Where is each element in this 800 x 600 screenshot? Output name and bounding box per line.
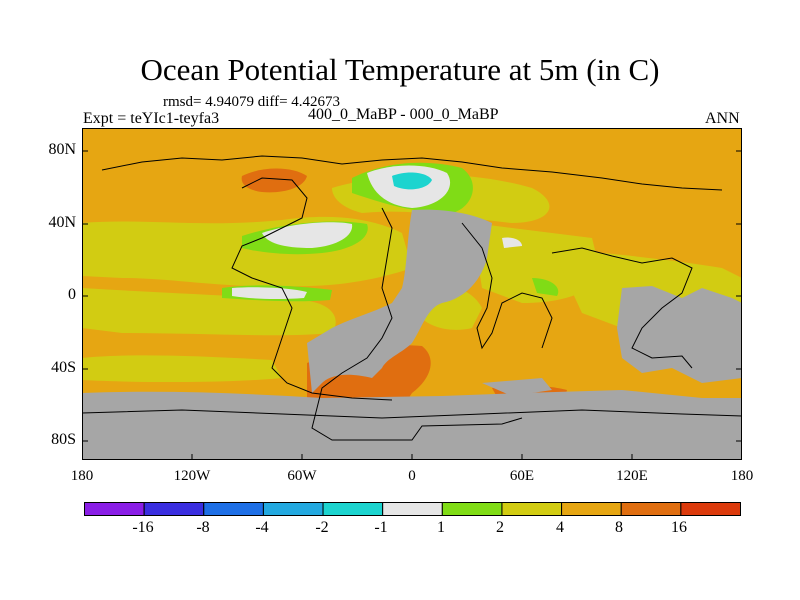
colorbar-label: 16 bbox=[671, 519, 687, 536]
colorbar-label: 2 bbox=[496, 519, 504, 536]
colorbar-swatch bbox=[441, 502, 503, 516]
coastline-atlantic-margin bbox=[311, 207, 523, 441]
colorbar-swatch bbox=[620, 502, 682, 516]
region-cyan-arctic bbox=[392, 172, 432, 190]
colorbar-swatch bbox=[561, 502, 622, 516]
region-white-equator bbox=[232, 287, 307, 300]
colorbar-label: 4 bbox=[556, 519, 564, 536]
lon-label-180e: 180 bbox=[730, 468, 754, 484]
lon-label-120w: 120W bbox=[173, 468, 211, 484]
coastline-africa-east bbox=[461, 222, 553, 350]
season-label: ANN bbox=[705, 110, 740, 127]
colorbar-label: -4 bbox=[255, 519, 269, 536]
subtitle: 400_0_MaBP - 000_0_MaBP bbox=[308, 106, 499, 123]
colorbar bbox=[84, 502, 741, 516]
land-south-block bbox=[482, 378, 552, 396]
lon-label-180w: 180 bbox=[70, 468, 94, 484]
colorbar-swatch bbox=[262, 502, 324, 516]
land-west-gondwana bbox=[307, 209, 492, 393]
lat-label-40s: 40S bbox=[51, 359, 76, 376]
colorbar-label: -1 bbox=[374, 519, 388, 536]
region-white-caspian bbox=[502, 237, 522, 248]
coastline-americas bbox=[231, 177, 393, 401]
colorbar-swatch bbox=[382, 502, 443, 516]
colorbar-swatch bbox=[84, 502, 145, 516]
lat-label-80n: 80N bbox=[48, 141, 76, 158]
colorbar-label: 8 bbox=[615, 519, 623, 536]
region-white-atlantic bbox=[262, 222, 353, 248]
coastline-layer bbox=[82, 155, 742, 441]
lat-label-0: 0 bbox=[68, 286, 76, 303]
stats-text: rmsd= 4.94079 diff= 4.42673 bbox=[163, 94, 341, 110]
colorbar-swatch bbox=[680, 502, 741, 516]
page-title: Ocean Potential Temperature at 5m (in C) bbox=[140, 52, 660, 87]
map-plot bbox=[82, 128, 742, 460]
colorbar-swatch bbox=[143, 502, 205, 516]
region-red-northpacific bbox=[241, 168, 307, 193]
lon-label-60e: 60E bbox=[509, 468, 535, 484]
lon-label-0: 0 bbox=[408, 468, 416, 484]
coastline-antarctica bbox=[82, 409, 742, 419]
coastline-north bbox=[101, 155, 723, 191]
land-east-gondwana bbox=[617, 286, 742, 383]
experiment-label: Expt = teYIc1-teyfa3 bbox=[83, 110, 220, 127]
land-antarctica bbox=[82, 390, 742, 460]
colorbar-label: -8 bbox=[196, 519, 210, 536]
map-ticks bbox=[82, 150, 742, 460]
lon-label-60w: 60W bbox=[287, 468, 317, 484]
lat-label-80s: 80S bbox=[51, 431, 76, 448]
lat-label-40n: 40N bbox=[48, 214, 76, 231]
region-green-sea bbox=[532, 278, 559, 296]
coastline-asia bbox=[551, 247, 693, 369]
colorbar-swatch bbox=[203, 502, 264, 516]
colorbar-swatch bbox=[501, 502, 563, 516]
region-yellow-spacific bbox=[82, 355, 282, 383]
colorbar-label: -2 bbox=[315, 519, 329, 536]
colorbar-label: 1 bbox=[437, 519, 445, 536]
lon-label-120e: 120E bbox=[616, 468, 648, 484]
colorbar-label: -16 bbox=[132, 519, 154, 536]
colorbar-swatch bbox=[322, 502, 384, 516]
